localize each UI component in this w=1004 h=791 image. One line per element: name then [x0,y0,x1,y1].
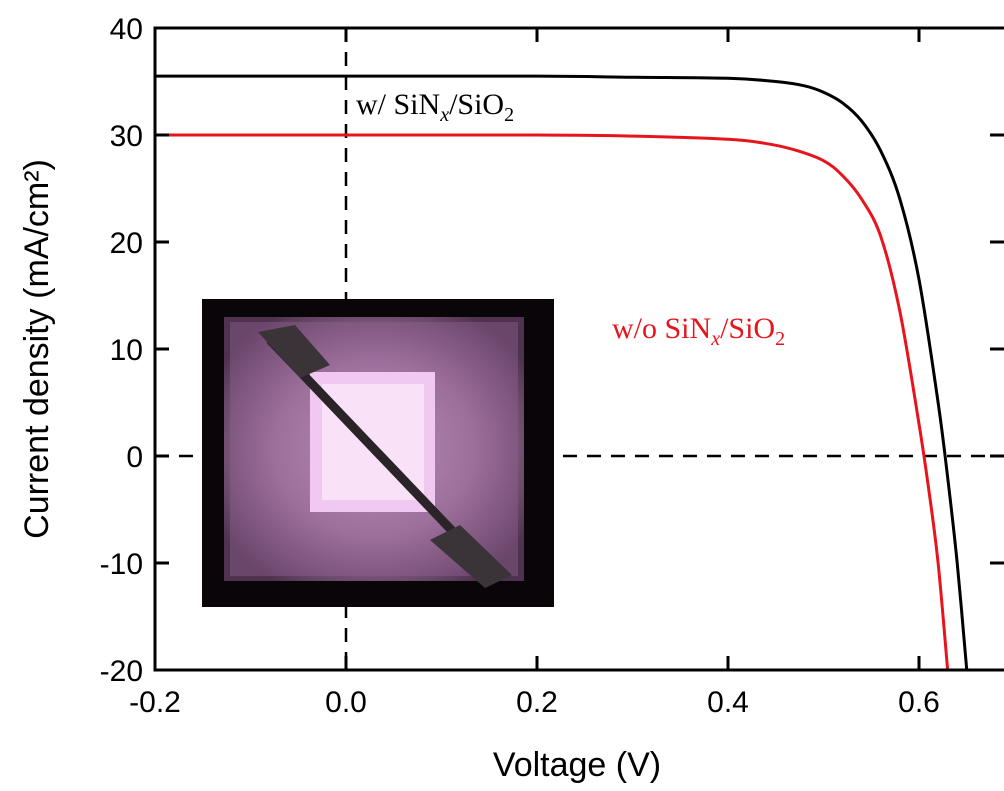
label-mid: /SiO [449,88,504,121]
x-tick-label: -0.2 [129,686,181,719]
label-sub-x: x [439,104,449,126]
y-tick-label: 30 [110,120,143,153]
contact-bar [266,336,484,564]
label-base: w/ SiN [356,88,440,121]
label-mid: /SiO [720,312,775,345]
axes: -0.2 0.0 0.2 0.4 0.6 -20 -10 0 10 20 30 40 [100,13,1004,719]
series-label-without-layer: w/o SiNx/SiO2 [612,312,785,350]
contact-pad-bottom [430,525,512,588]
x-tick-label: 0.2 [516,686,558,719]
x-tick-label: 0.4 [707,686,749,719]
label-base: w/o SiN [612,312,711,345]
series-line-with-layer [155,74,969,670]
inset-photo [202,299,554,607]
y-tick-label: 0 [126,441,143,474]
label-sub-2: 2 [504,104,514,126]
label-sub-2: 2 [775,328,785,350]
y-tick-label: -20 [100,655,143,688]
y-tick-label: -10 [100,548,143,581]
x-axis-title: Voltage (V) [493,746,661,784]
y-axis-title: Current density (mA/cm²) [18,159,56,539]
series-line-without-layer [155,133,950,670]
series-label-with-layer: w/ SiNx/SiO2 [356,88,514,126]
y-tick-label: 20 [110,227,143,260]
y-tick-label: 10 [110,334,143,367]
x-tick-label: 0.6 [898,686,940,719]
y-tick-label: 40 [110,13,143,46]
label-sub-x: x [710,328,720,350]
contact-pad-top [258,325,330,378]
series-group [155,74,969,670]
x-tick-label: 0.0 [325,686,367,719]
